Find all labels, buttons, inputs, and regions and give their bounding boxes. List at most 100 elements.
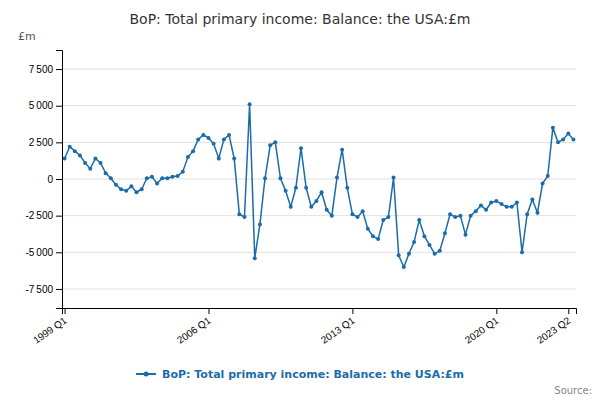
x-tick: 2006 Q1 — [175, 308, 213, 346]
data-point — [191, 149, 195, 153]
chart-container: BoP: Total primary income: Balance: the … — [0, 0, 600, 400]
x-axis-line — [63, 309, 577, 315]
grid-line — [62, 215, 576, 216]
data-point — [505, 205, 509, 209]
data-point — [119, 187, 123, 191]
x-tick-mark — [208, 308, 209, 314]
data-point — [551, 126, 555, 130]
x-tick-label: 1999 Q1 — [31, 314, 69, 345]
x-tick: 1999 Q1 — [31, 308, 69, 346]
data-point — [356, 215, 360, 219]
data-point — [78, 154, 82, 158]
grid — [62, 69, 576, 289]
data-point — [294, 186, 298, 190]
data-point — [510, 205, 514, 209]
chart-svg: BoP: Total primary income: Balance: the … — [0, 0, 600, 400]
data-point — [104, 171, 108, 175]
data-point — [165, 176, 169, 180]
series-markers — [63, 102, 576, 269]
data-point — [320, 190, 324, 194]
data-point — [299, 146, 303, 150]
data-point — [530, 198, 534, 202]
data-point — [525, 212, 529, 216]
data-point — [109, 176, 113, 180]
plot-area: -7 500 -5 000 -2 500 0 2 500 5 000 7 500 1999 Q… — [25, 51, 576, 346]
data-point — [433, 252, 437, 256]
y-tick: 5 000 — [29, 100, 62, 111]
legend-label: BoP: Total primary income: Balance: the … — [162, 368, 464, 381]
data-point — [515, 200, 519, 204]
x-tick-label: 2023 Q2 — [535, 314, 573, 345]
y-tick-mark — [56, 252, 62, 253]
x-tick: 2020 Q1 — [463, 308, 501, 346]
data-point — [140, 187, 144, 191]
x-tick: 2023 Q2 — [535, 308, 573, 346]
data-point — [124, 189, 128, 193]
x-tick-label: 2020 Q1 — [463, 314, 501, 345]
data-point — [196, 137, 200, 141]
y-tick-label: -2 500 — [25, 210, 53, 221]
x-axis: 1999 Q1 2006 Q1 2013 Q1 2020 Q1 2023 Q2 — [31, 308, 576, 346]
x-tick-mark — [568, 308, 569, 314]
y-tick-mark — [56, 106, 62, 107]
data-point — [88, 167, 92, 171]
y-tick: 0 — [47, 174, 62, 185]
data-point — [438, 249, 442, 253]
x-tick-label: 2006 Q1 — [175, 314, 213, 345]
data-point — [284, 189, 288, 193]
data-point — [376, 237, 380, 241]
data-point — [155, 181, 159, 185]
data-point — [114, 183, 118, 187]
data-point — [340, 148, 344, 152]
data-point — [73, 149, 77, 153]
x-tick: 2013 Q1 — [319, 308, 357, 346]
y-tick-label: 2 500 — [29, 137, 54, 148]
data-point — [330, 214, 334, 218]
data-point — [201, 133, 205, 137]
data-point — [386, 215, 390, 219]
legend-item: BoP: Total primary income: Balance: the … — [136, 368, 464, 381]
data-point — [484, 208, 488, 212]
data-point — [63, 156, 67, 160]
data-point — [227, 133, 231, 137]
x-tick-label: 2013 Q1 — [319, 314, 357, 345]
data-point — [381, 218, 385, 222]
data-point — [428, 243, 432, 247]
y-axis-line — [56, 51, 63, 309]
annotation: Source: — [554, 385, 592, 396]
data-point — [366, 227, 370, 231]
x-tick-mark — [65, 308, 66, 314]
data-point — [99, 161, 103, 165]
data-point — [212, 142, 216, 146]
data-point — [181, 170, 185, 174]
data-point — [458, 214, 462, 218]
y-tick-label: -7 500 — [25, 284, 53, 295]
y-tick-label: -5 000 — [25, 247, 53, 258]
data-point — [561, 137, 565, 141]
data-point — [520, 250, 524, 254]
data-point — [160, 176, 164, 180]
data-point — [499, 202, 503, 206]
y-tick: -7 500 — [25, 284, 62, 295]
x-tick-mark — [352, 308, 353, 314]
data-point — [407, 252, 411, 256]
data-point — [309, 205, 313, 209]
y-tick-mark — [56, 69, 62, 70]
data-point — [186, 155, 190, 159]
data-point — [263, 176, 267, 180]
y-tick-mark — [56, 142, 62, 143]
data-point — [566, 132, 570, 136]
grid-line — [62, 105, 576, 106]
data-point — [150, 175, 154, 179]
data-point — [217, 156, 221, 160]
data-point — [448, 212, 452, 216]
data-point — [129, 184, 133, 188]
y-tick: 7 500 — [29, 64, 62, 75]
chart-title: BoP: Total primary income: Balance: the … — [129, 11, 470, 27]
data-point — [222, 137, 226, 141]
y-tick-mark — [56, 216, 62, 217]
data-point — [242, 215, 246, 219]
data-point — [258, 222, 262, 226]
data-point — [463, 233, 467, 237]
marks — [63, 102, 576, 269]
